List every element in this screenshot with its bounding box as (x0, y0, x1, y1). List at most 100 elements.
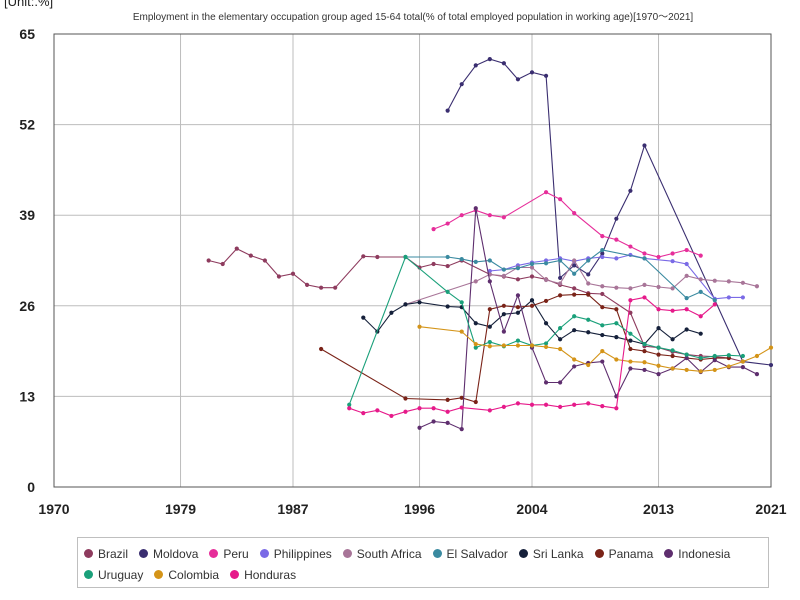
series-panama (319, 292, 731, 405)
legend-marker (230, 570, 240, 579)
data-point (558, 346, 563, 352)
legend-marker (84, 570, 93, 579)
data-point (754, 353, 760, 359)
data-point (698, 289, 703, 294)
data-point (473, 399, 478, 405)
data-point (628, 359, 633, 364)
x-tick-label: 1987 (277, 501, 308, 517)
data-point (375, 408, 380, 413)
legend-marker (432, 549, 442, 558)
legend-item: Honduras (230, 564, 296, 585)
data-point (529, 261, 535, 267)
data-point (487, 56, 492, 62)
data-point (431, 406, 436, 411)
data-point (543, 73, 549, 78)
legend-marker (594, 549, 604, 558)
data-point (628, 338, 633, 343)
data-point (614, 307, 619, 312)
data-point (572, 314, 577, 319)
data-point (558, 258, 563, 263)
data-point (614, 406, 619, 411)
data-point (515, 343, 521, 348)
legend-item: Brazil (84, 543, 128, 564)
data-point (642, 360, 647, 365)
data-point (234, 246, 239, 251)
legend-item: El Salvador (432, 543, 508, 564)
data-point (572, 292, 577, 297)
data-point (487, 408, 492, 413)
data-point (712, 367, 717, 373)
data-point (543, 321, 549, 326)
data-point (600, 305, 605, 310)
data-point (445, 221, 450, 226)
data-point (698, 355, 703, 361)
data-point (403, 409, 408, 414)
legend-label: El Salvador (446, 546, 508, 561)
data-point (572, 328, 577, 333)
data-point (670, 251, 675, 256)
data-point (501, 61, 506, 66)
data-point (698, 314, 703, 319)
data-point (473, 321, 478, 326)
data-point (572, 263, 577, 268)
data-point (656, 371, 661, 377)
data-point (290, 271, 296, 276)
data-point (614, 321, 619, 326)
series-line-sri-lanka (362, 299, 701, 345)
data-point (529, 265, 535, 270)
data-point (445, 108, 450, 113)
series-colombia (417, 324, 774, 374)
data-point (572, 271, 577, 276)
data-point (473, 279, 478, 284)
data-point (642, 367, 647, 373)
data-point (543, 277, 549, 283)
legend-item: Uruguay (84, 564, 143, 585)
data-point (515, 305, 521, 310)
data-point (670, 353, 675, 359)
data-point (473, 63, 478, 68)
data-point (642, 251, 647, 256)
legend-marker (342, 549, 352, 558)
data-point (487, 213, 492, 218)
data-point (220, 261, 225, 267)
data-point (262, 258, 267, 263)
plot-area (53, 33, 772, 488)
data-point (586, 317, 591, 322)
data-point (600, 254, 605, 260)
data-point (417, 300, 422, 305)
data-point (558, 404, 563, 409)
data-point (712, 298, 717, 303)
data-point (558, 337, 563, 342)
data-point (347, 406, 352, 411)
data-point (698, 253, 703, 258)
y-tick-label: 52 (19, 117, 35, 133)
data-point (543, 344, 549, 350)
y-tick-label: 0 (27, 479, 35, 495)
legend-label: South Africa (356, 546, 422, 561)
data-point (529, 402, 535, 407)
data-point (656, 254, 661, 260)
data-point (656, 345, 661, 350)
data-point (487, 324, 492, 329)
legend-label: Brazil (98, 546, 129, 561)
data-point (543, 190, 549, 195)
data-point (445, 289, 450, 294)
data-point (459, 395, 464, 400)
data-point (389, 413, 394, 419)
series-line-south-africa (405, 259, 758, 305)
legend-item: South Africa (342, 543, 422, 564)
data-point (459, 82, 464, 87)
data-point (754, 371, 760, 377)
series-sri-lanka (361, 298, 703, 347)
data-point (726, 295, 731, 300)
data-point (614, 237, 619, 242)
legend-marker (518, 549, 528, 558)
data-point (726, 364, 731, 369)
data-point (642, 342, 647, 347)
legend-item: Sri Lanka (518, 543, 584, 564)
legend-item: Peru (209, 543, 249, 564)
data-point (515, 266, 521, 271)
data-point (586, 362, 591, 368)
data-point (740, 280, 745, 285)
data-point (501, 404, 506, 409)
